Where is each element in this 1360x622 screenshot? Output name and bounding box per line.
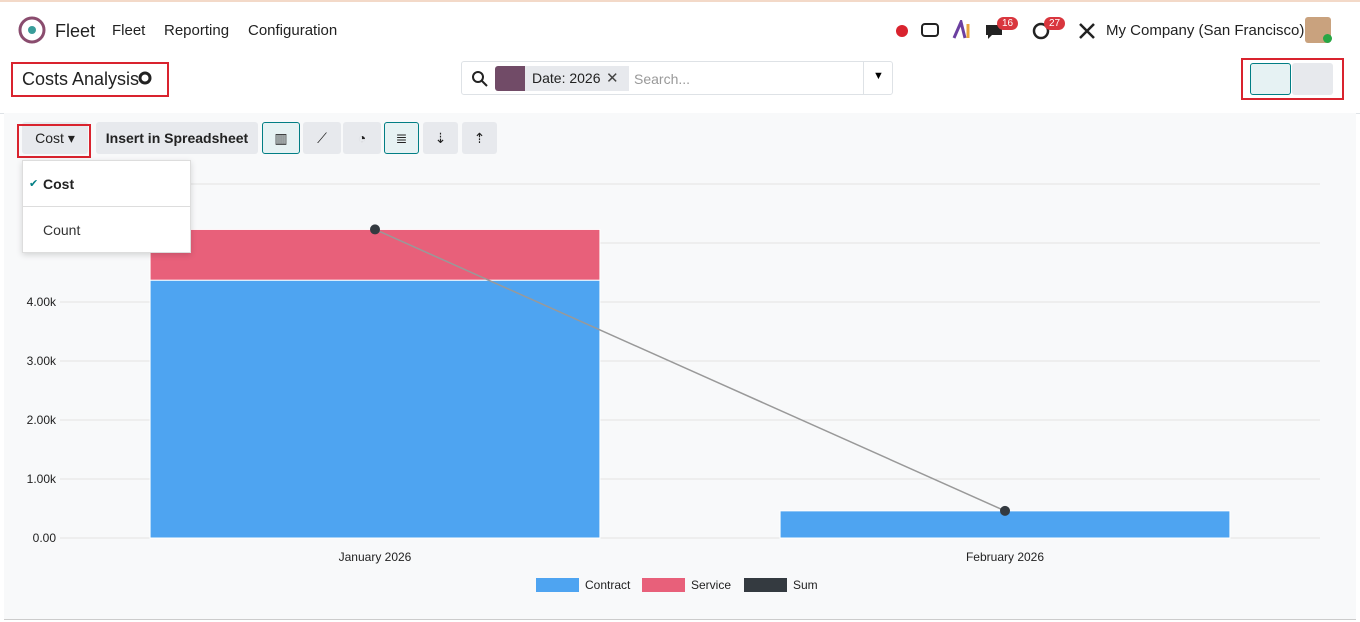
search-placeholder[interactable]: Search... — [634, 71, 691, 87]
measure-dropdown: ✔ Cost Count — [22, 160, 191, 253]
separator — [23, 206, 190, 207]
sort-desc-button[interactable]: ⇣ — [423, 122, 458, 154]
y-tick-label: 2.00k — [27, 413, 57, 427]
bar — [149, 228, 601, 281]
navbar: Fleet Fleet Reporting Configuration 16 2… — [0, 0, 1360, 58]
bar-chart-button[interactable]: ▥ — [262, 122, 300, 154]
badge: 16 — [997, 17, 1019, 30]
check-icon: ✔ — [29, 178, 39, 190]
menu-item[interactable]: Configuration — [248, 22, 338, 39]
legend-label: Contract — [585, 578, 631, 592]
stacked-button[interactable]: ≣ — [384, 122, 419, 154]
pie-chart-button[interactable]: ◔ — [343, 122, 381, 154]
badge: 27 — [1044, 17, 1066, 30]
dropdown-item[interactable]: Cost — [43, 176, 75, 192]
search-box[interactable] — [461, 61, 893, 95]
page-title: Costs Analysis — [22, 69, 140, 89]
menu-item[interactable]: Reporting — [164, 22, 230, 39]
app-name[interactable]: Fleet — [55, 21, 96, 41]
chart: 0.001.00k2.00k3.00k4.00k5.00k6.00kJanuar… — [27, 177, 1320, 592]
y-tick-label: 4.00k — [27, 295, 57, 309]
highlight — [17, 124, 91, 158]
facet-remove[interactable]: ✕ — [606, 70, 619, 87]
ai-icon[interactable] — [952, 20, 972, 40]
facet-icon — [495, 66, 525, 91]
insert-spreadsheet[interactable]: Insert in Spreadsheet — [96, 122, 258, 154]
measure-label: Cost — [35, 130, 64, 146]
sort-asc-button[interactable]: ⇡ — [462, 122, 497, 154]
legend-swatch — [642, 578, 685, 592]
bar — [149, 279, 601, 539]
presence — [1323, 34, 1332, 43]
legend-swatch — [744, 578, 787, 592]
x-tick-label: February 2026 — [966, 550, 1044, 564]
legend-label: Service — [691, 578, 731, 592]
y-tick-label: 0.00 — [33, 531, 57, 545]
app-logo[interactable] — [18, 16, 46, 44]
facet[interactable]: Date: 2026 — [525, 66, 629, 91]
chat-icon[interactable] — [984, 22, 1004, 40]
highlight — [1241, 58, 1344, 100]
status-dot[interactable] — [896, 25, 908, 37]
settings-icon[interactable] — [1078, 22, 1096, 40]
line — [374, 228, 1006, 512]
measure-button[interactable]: Cost ▾ — [22, 122, 88, 154]
menu-item[interactable]: Fleet — [112, 22, 146, 39]
divider — [863, 61, 864, 95]
legend-swatch — [536, 578, 579, 592]
highlight — [11, 62, 169, 97]
graph-view-button[interactable] — [1250, 63, 1291, 95]
search-toggle[interactable]: ▼ — [873, 70, 884, 82]
gear-icon[interactable] — [138, 71, 152, 85]
control-panel: Costs Analysis Date: 2026 ✕ Search... ▼ — [0, 58, 1360, 114]
y-tick-label: 1.00k — [27, 472, 57, 486]
point — [370, 224, 380, 235]
pivot-view-button[interactable] — [1292, 63, 1333, 95]
line-chart-button[interactable]: ⟋ — [303, 122, 341, 154]
x-tick-label: January 2026 — [339, 550, 412, 564]
dropdown-item[interactable]: Count — [43, 222, 81, 238]
legend-label: Sum — [793, 578, 818, 592]
point — [1000, 505, 1010, 516]
search-icon — [472, 71, 488, 87]
phone-icon[interactable] — [920, 20, 940, 40]
activity-icon[interactable] — [1032, 22, 1050, 40]
y-tick-label: 3.00k — [27, 354, 57, 368]
company[interactable]: My Company (San Francisco) — [1106, 22, 1305, 39]
